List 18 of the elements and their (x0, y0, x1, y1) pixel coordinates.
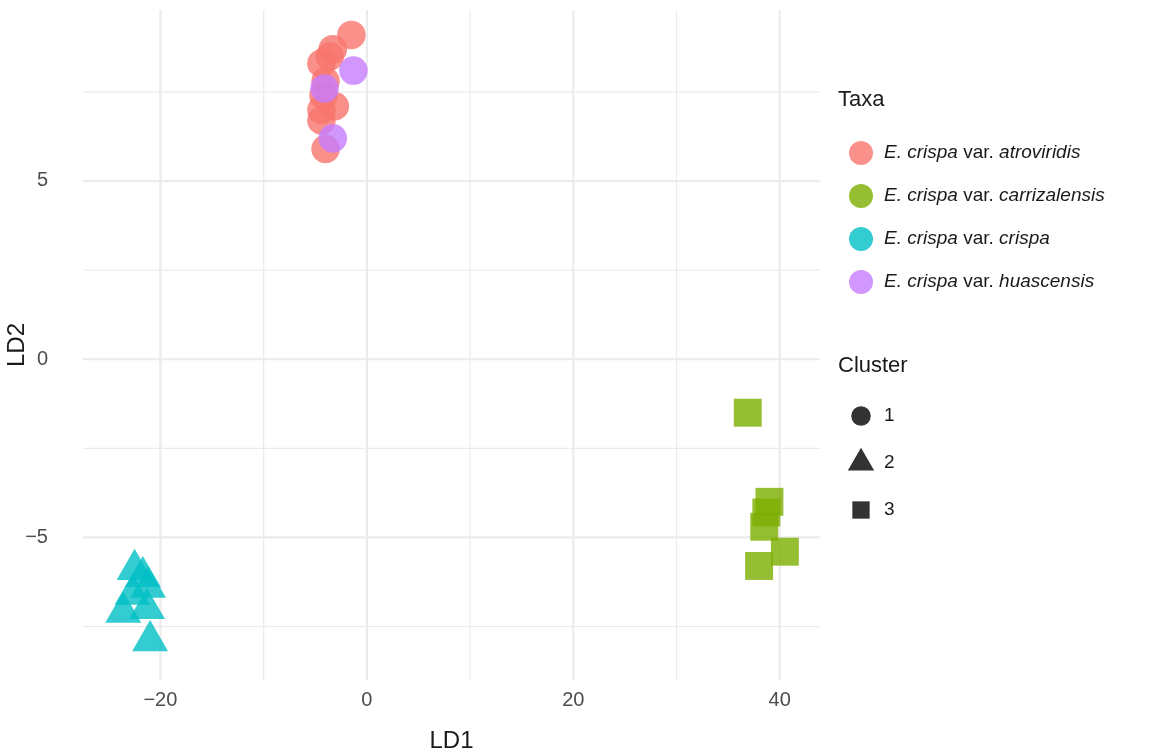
y-tick-label: 0 (36, 346, 48, 369)
text: 1 (884, 404, 895, 426)
y-axis-title: LD2 (2, 322, 29, 368)
y-tick-label: −5 (25, 524, 48, 547)
y-tick-label: 5 (36, 168, 48, 191)
text: Cluster (838, 351, 908, 377)
x-tick-label: 20 (562, 688, 585, 710)
x-axis-title: LD1 (429, 726, 474, 753)
legend-label: E. crispa var. atroviridis (884, 141, 1081, 163)
x-tick-label: 0 (361, 688, 373, 710)
text: 2 (884, 451, 895, 473)
legend-label: E. crispa var. crispa (884, 227, 1050, 249)
legend-label: E. crispa var. carrizalensis (884, 184, 1106, 206)
text: 3 (884, 498, 895, 520)
x-tick-label: 40 (768, 688, 791, 710)
x-tick-label: −20 (143, 688, 178, 710)
legend-title: Taxa (838, 85, 886, 111)
legend-label: E. crispa var. huascensis (884, 270, 1095, 292)
